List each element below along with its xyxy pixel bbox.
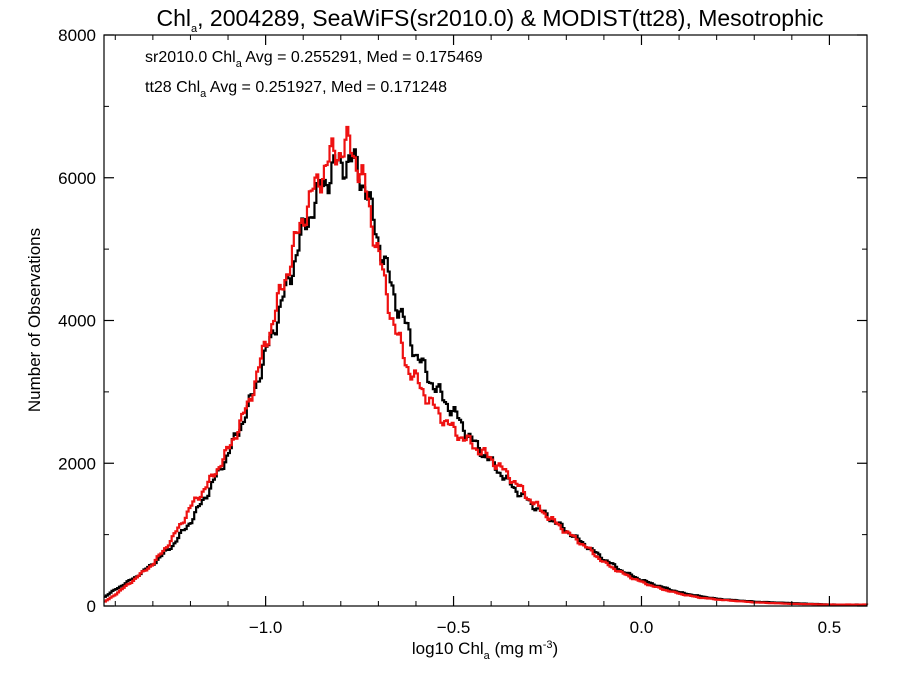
y-tick-label: 0 — [87, 597, 96, 616]
x-tick-label: 0.5 — [818, 618, 842, 637]
y-tick-label: 6000 — [58, 169, 96, 188]
y-tick-label: 2000 — [58, 454, 96, 473]
x-tick-label: −1.0 — [249, 618, 283, 637]
y-tick-label: 4000 — [58, 312, 96, 331]
y-tick-label: 8000 — [58, 26, 96, 45]
axis-ticks: −1.0 −0.5 0.0 0.5 0 2000 4000 6000 8000 — [58, 26, 868, 637]
y-axis-label: Number of Observations — [25, 228, 44, 412]
plot-lines — [104, 125, 869, 606]
x-axis-label: log10 Chla (mg m-3) — [412, 639, 558, 662]
series-line-tt28 — [104, 125, 869, 606]
annotation-sr2010: sr2010.0 Chla Avg = 0.255291, Med = 0.17… — [145, 49, 483, 70]
chart-title: Chla, 2004289, SeaWiFS(sr2010.0) & MODIS… — [157, 5, 824, 35]
annotation-tt28: tt28 Chla Avg = 0.251927, Med = 0.171248 — [145, 79, 447, 100]
x-tick-label: 0.0 — [630, 618, 654, 637]
x-tick-label: −0.5 — [437, 618, 471, 637]
